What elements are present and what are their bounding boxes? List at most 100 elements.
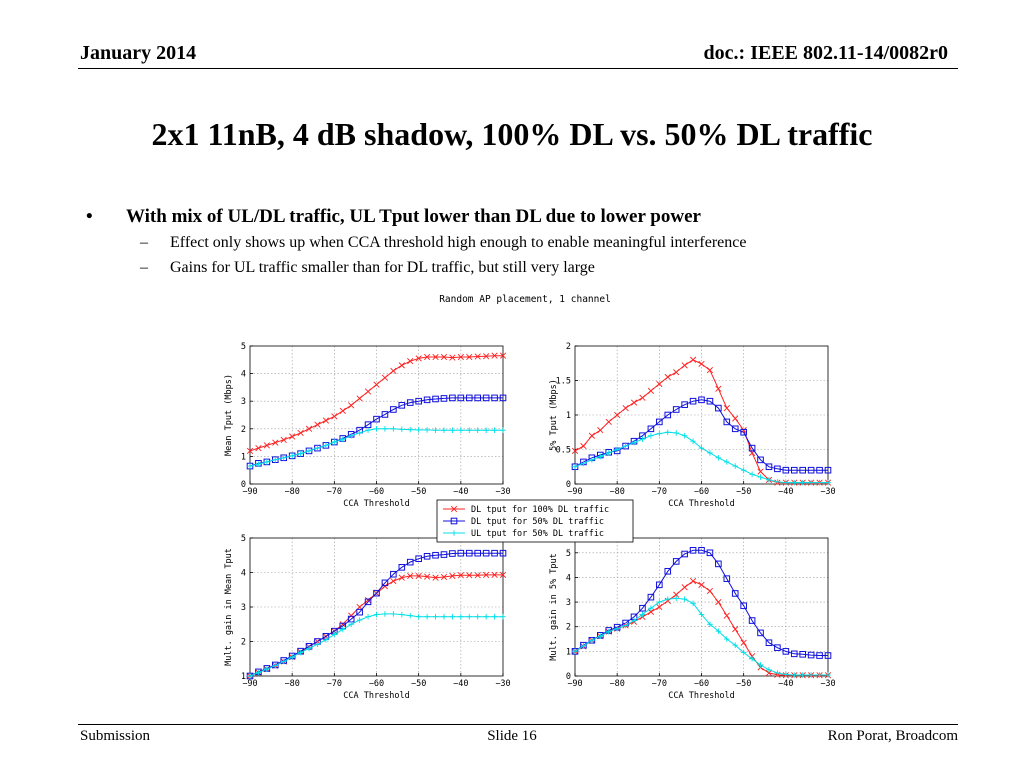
data-point-ul50 xyxy=(622,443,629,449)
x-tick-label: −70 xyxy=(327,679,342,689)
data-point-dl100 xyxy=(423,573,431,580)
data-point-ul50 xyxy=(483,427,489,433)
subplot-2: −90 −80 −70 −60 −50 −40 −30 0 0.5 1 1.5 2 CCA Thresh… xyxy=(549,342,836,509)
data-point-ul50 xyxy=(681,596,688,602)
data-point-ul50 xyxy=(390,611,397,617)
data-point-ul50 xyxy=(272,456,279,463)
data-point-dl100 xyxy=(297,429,304,437)
y-axis-label: Mean Tput (Mbps) xyxy=(224,374,234,456)
data-point-dl100 xyxy=(466,353,473,361)
bullet-sub-text: Effect only shows up when CCA threshold … xyxy=(170,234,747,251)
data-point-dl50 xyxy=(672,406,680,413)
data-point-dl100 xyxy=(440,573,448,581)
data-point-dl50 xyxy=(381,579,389,587)
data-point-ul50 xyxy=(589,637,595,644)
x-tick-label: −90 xyxy=(242,487,257,497)
data-point-dl100 xyxy=(398,574,405,581)
data-point-dl50 xyxy=(482,549,490,557)
data-point-dl50 xyxy=(723,575,731,582)
data-point-ul50 xyxy=(373,611,380,618)
data-point-ul50 xyxy=(449,427,456,433)
data-point-ul50 xyxy=(297,450,304,457)
data-point-dl50 xyxy=(499,549,507,557)
data-point-dl100 xyxy=(415,572,422,580)
data-point-ul50 xyxy=(749,655,755,662)
y-tick-label: 0.5 xyxy=(556,446,571,456)
data-point-dl50 xyxy=(423,396,431,404)
data-point-ul50 xyxy=(264,459,270,465)
data-point-ul50 xyxy=(698,445,705,451)
data-point-ul50 xyxy=(491,427,498,433)
y-tick-label: 4 xyxy=(241,370,246,380)
data-point-dl50 xyxy=(731,590,739,597)
data-point-dl100 xyxy=(423,353,431,361)
bullet-main-text: With mix of UL/DL traffic, UL Tput lower… xyxy=(126,206,701,227)
data-point-ul50 xyxy=(774,670,781,676)
data-point-dl100 xyxy=(339,407,346,414)
data-point-ul50 xyxy=(740,649,747,656)
data-point-dl50 xyxy=(790,466,798,474)
data-point-dl100 xyxy=(364,596,372,604)
data-point-dl50 xyxy=(748,444,756,452)
data-point-dl50 xyxy=(689,397,697,405)
data-point-dl100 xyxy=(698,581,705,588)
data-point-ul50 xyxy=(707,450,713,456)
data-point-dl100 xyxy=(673,591,680,598)
data-point-dl100 xyxy=(647,387,655,394)
data-point-dl100 xyxy=(432,574,439,581)
data-point-ul50 xyxy=(648,432,654,439)
data-point-ul50 xyxy=(572,463,578,470)
data-point-dl50 xyxy=(373,415,380,423)
data-point-ul50 xyxy=(247,673,253,679)
data-point-dl50 xyxy=(432,395,439,403)
figure-title: Random AP placement, 1 channel xyxy=(439,294,611,305)
data-point-ul50 xyxy=(432,613,439,620)
data-point-dl100 xyxy=(432,353,439,361)
data-point-dl50 xyxy=(647,593,655,601)
data-point-dl100 xyxy=(689,356,697,363)
data-point-dl50 xyxy=(672,558,680,565)
x-tick-label: −40 xyxy=(453,679,468,689)
data-point-dl100 xyxy=(381,374,389,381)
data-point-ul50 xyxy=(449,613,456,620)
data-point-dl50 xyxy=(364,598,372,606)
data-point-dl50 xyxy=(824,652,832,659)
x-tick-label: −40 xyxy=(453,487,468,497)
data-point-ul50 xyxy=(791,672,798,678)
data-point-ul50 xyxy=(724,636,730,642)
data-point-ul50 xyxy=(597,453,604,460)
y-tick-label: 0 xyxy=(566,480,571,490)
data-point-ul50 xyxy=(766,477,772,483)
legend-marker-dl100 xyxy=(450,505,458,513)
x-tick-label: −40 xyxy=(778,487,793,497)
data-point-dl50 xyxy=(681,401,688,408)
legend-label: DL tput for 100% DL traffic xyxy=(471,505,609,515)
data-point-dl50 xyxy=(449,550,456,557)
x-axis-label: CCA Threshold xyxy=(668,499,735,509)
data-point-dl50 xyxy=(774,465,781,473)
data-point-ul50 xyxy=(466,613,473,620)
y-tick-label: 3 xyxy=(566,598,571,608)
data-point-dl50 xyxy=(415,397,422,405)
y-axis-label: 5% Tput (Mbps) xyxy=(549,379,559,451)
dash-icon: – xyxy=(140,259,148,276)
data-point-dl100 xyxy=(732,626,739,633)
data-point-dl100 xyxy=(757,468,764,475)
data-point-dl50 xyxy=(765,463,773,471)
y-tick-label: 5 xyxy=(241,534,246,544)
data-point-dl100 xyxy=(698,360,705,368)
data-point-dl50 xyxy=(390,406,397,413)
data-point-dl50 xyxy=(698,547,705,554)
data-point-dl100 xyxy=(415,355,422,362)
data-point-ul50 xyxy=(306,645,312,652)
data-point-ul50 xyxy=(774,479,781,485)
data-point-ul50 xyxy=(339,626,346,633)
data-point-dl100 xyxy=(356,603,363,611)
data-point-ul50 xyxy=(365,427,371,433)
data-point-ul50 xyxy=(715,628,722,634)
data-point-ul50 xyxy=(247,463,253,469)
data-point-ul50 xyxy=(715,454,722,461)
data-point-ul50 xyxy=(432,427,439,433)
data-point-dl50 xyxy=(824,466,832,474)
y-axis-label: Mult. gain in 5% Tput xyxy=(549,553,559,660)
